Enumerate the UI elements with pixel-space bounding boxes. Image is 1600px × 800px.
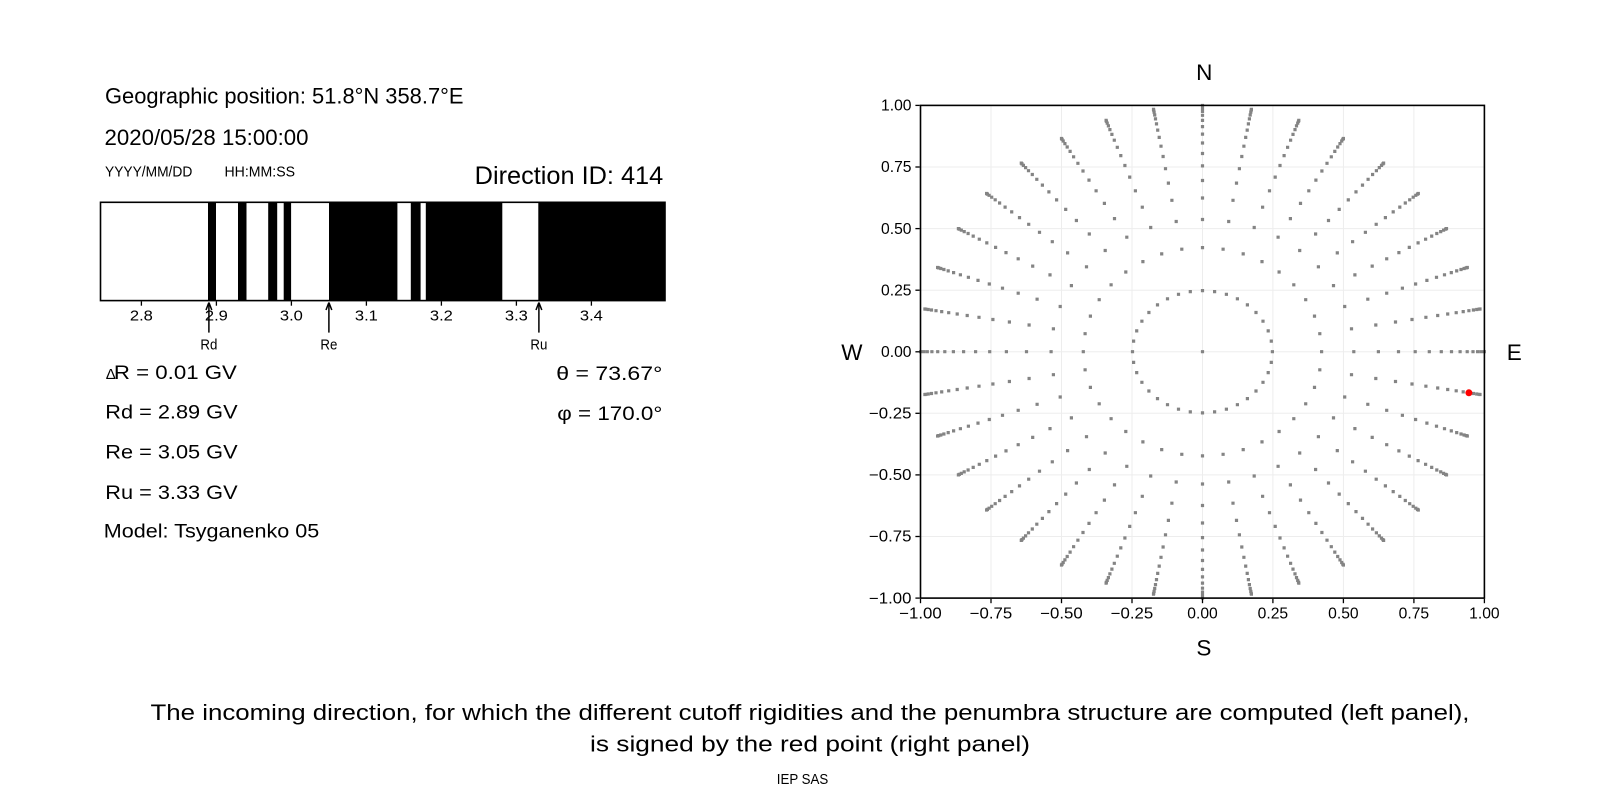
svg-text:−1.00: −1.00: [869, 590, 912, 607]
svg-text:Geographic position: 51.8°N 35: Geographic position: 51.8°N 358.7°E: [105, 84, 464, 109]
svg-text:0.50: 0.50: [1328, 605, 1359, 622]
svg-text:3.2: 3.2: [430, 308, 453, 324]
svg-text:φ = 170.0°: φ = 170.0°: [557, 404, 662, 425]
svg-text:is signed by the red point (ri: is signed by the red point (right panel): [590, 732, 1030, 757]
svg-text:−0.50: −0.50: [1040, 605, 1083, 622]
svg-text:0.00: 0.00: [1187, 605, 1218, 622]
svg-text:2.9: 2.9: [205, 308, 228, 324]
svg-text:N: N: [1196, 60, 1212, 85]
svg-text:YYYY/MM/DD: YYYY/MM/DD: [105, 163, 192, 180]
svg-text:0.75: 0.75: [881, 159, 912, 176]
svg-text:1.00: 1.00: [881, 98, 912, 115]
svg-text:3.3: 3.3: [505, 308, 528, 324]
svg-text:−0.25: −0.25: [869, 406, 912, 423]
svg-text:Direction ID: 414: Direction ID: 414: [475, 163, 664, 190]
svg-text:W: W: [841, 340, 863, 365]
svg-text:Model: Tsyganenko 05: Model: Tsyganenko 05: [104, 522, 319, 543]
svg-text:0.50: 0.50: [881, 221, 912, 238]
svg-text:2020/05/28 15:00:00: 2020/05/28 15:00:00: [105, 125, 309, 150]
svg-text:Re: Re: [320, 337, 337, 353]
svg-text:The incoming direction, for wh: The incoming direction, for which the di…: [151, 700, 1470, 725]
svg-text:Rd = 2.89 GV: Rd = 2.89 GV: [105, 402, 238, 423]
svg-text:E: E: [1507, 340, 1522, 365]
svg-text:0.00: 0.00: [881, 344, 912, 361]
svg-text:0.25: 0.25: [881, 282, 912, 299]
svg-text:3.4: 3.4: [580, 308, 603, 324]
svg-text:0.75: 0.75: [1399, 605, 1430, 622]
svg-text:Δ: Δ: [106, 366, 116, 383]
svg-text:S: S: [1196, 636, 1211, 661]
svg-text:3.1: 3.1: [355, 308, 378, 324]
svg-text:2.8: 2.8: [130, 308, 153, 324]
svg-text:−0.50: −0.50: [869, 467, 912, 484]
svg-text:1.00: 1.00: [1469, 605, 1500, 622]
svg-text:θ = 73.67°: θ = 73.67°: [556, 364, 662, 385]
svg-text:Re = 3.05 GV: Re = 3.05 GV: [105, 443, 238, 464]
svg-text:−0.75: −0.75: [970, 605, 1013, 622]
svg-text:Ru: Ru: [530, 337, 547, 353]
svg-text:Rd: Rd: [200, 337, 217, 353]
svg-text:R = 0.01 GV: R = 0.01 GV: [114, 363, 237, 384]
svg-text:Ru = 3.33 GV: Ru = 3.33 GV: [105, 483, 238, 504]
svg-text:−0.75: −0.75: [869, 529, 912, 546]
svg-text:HH:MM:SS: HH:MM:SS: [225, 163, 296, 180]
svg-text:IEP SAS: IEP SAS: [777, 772, 829, 788]
svg-text:3.0: 3.0: [280, 308, 303, 324]
svg-text:−1.00: −1.00: [899, 605, 942, 622]
svg-text:0.25: 0.25: [1258, 605, 1289, 622]
svg-text:−0.25: −0.25: [1111, 605, 1154, 622]
